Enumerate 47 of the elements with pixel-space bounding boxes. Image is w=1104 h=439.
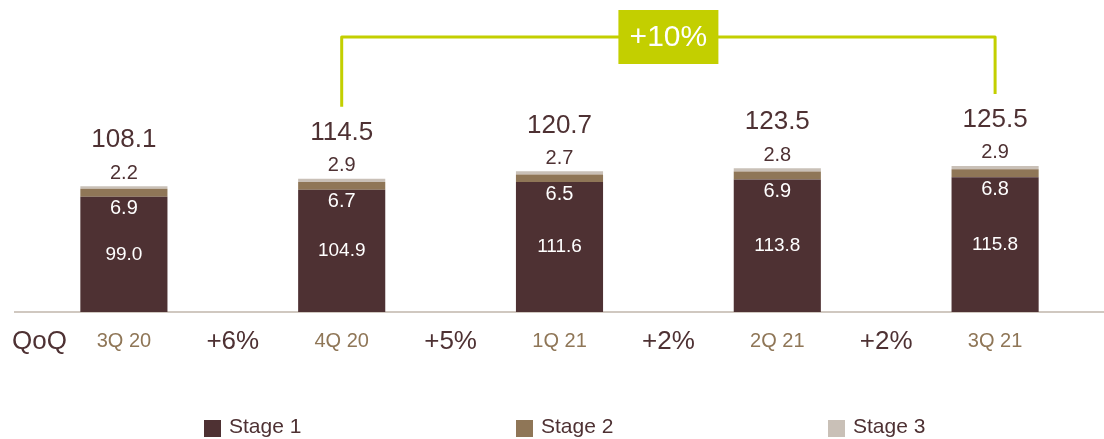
bar xyxy=(515,182,604,312)
text: +6% xyxy=(206,325,260,356)
bar xyxy=(298,182,386,190)
bar xyxy=(733,168,821,172)
data-label: 113.8 xyxy=(754,233,801,255)
bar xyxy=(80,196,168,312)
bar xyxy=(515,174,604,183)
data-label: 2.8 xyxy=(763,142,792,165)
x-tick-label: 3Q 21 xyxy=(967,328,1023,351)
bar xyxy=(298,189,386,312)
legend-label: Stage 3 xyxy=(853,413,926,439)
bar xyxy=(515,171,604,175)
x-tick-label: 4Q 20 xyxy=(314,328,369,351)
bar xyxy=(733,179,821,312)
text: +2% xyxy=(642,325,695,356)
total-label: 123.5 xyxy=(744,105,810,136)
bar xyxy=(951,177,1039,312)
bar xyxy=(80,188,168,197)
data-label: 6.9 xyxy=(109,196,138,219)
data-label: 99.0 xyxy=(105,242,143,264)
data-label: 2.9 xyxy=(981,140,1010,163)
data-label: 111.6 xyxy=(537,235,582,257)
data-label: 6.9 xyxy=(763,179,792,202)
x-tick-label: 3Q 20 xyxy=(96,328,152,351)
total-label: 114.5 xyxy=(310,115,374,146)
total-label: 120.7 xyxy=(526,108,593,139)
text: +5% xyxy=(424,325,477,356)
data-label: 6.7 xyxy=(327,189,356,212)
total-label: 108.1 xyxy=(91,123,157,154)
data-label: 104.9 xyxy=(317,239,366,261)
data-label: 6.5 xyxy=(545,181,574,204)
bar xyxy=(951,169,1039,178)
data-label: 2.9 xyxy=(327,153,356,176)
total-label: 125.5 xyxy=(962,103,1028,134)
data-label: 2.2 xyxy=(109,160,138,183)
data-label: 6.8 xyxy=(981,176,1010,199)
x-tick-label: 1Q 21 xyxy=(532,328,587,351)
legend-label: Stage 2 xyxy=(541,413,614,439)
text: QoQ xyxy=(12,325,67,356)
bar xyxy=(80,186,168,189)
text: +10% xyxy=(629,19,708,53)
x-tick-label: 2Q 21 xyxy=(750,328,805,351)
data-label: 115.8 xyxy=(972,232,1019,254)
legend-label: Stage 1 xyxy=(229,413,302,439)
data-label: 2.7 xyxy=(545,145,574,168)
bar xyxy=(733,171,821,180)
text: +2% xyxy=(859,325,913,356)
